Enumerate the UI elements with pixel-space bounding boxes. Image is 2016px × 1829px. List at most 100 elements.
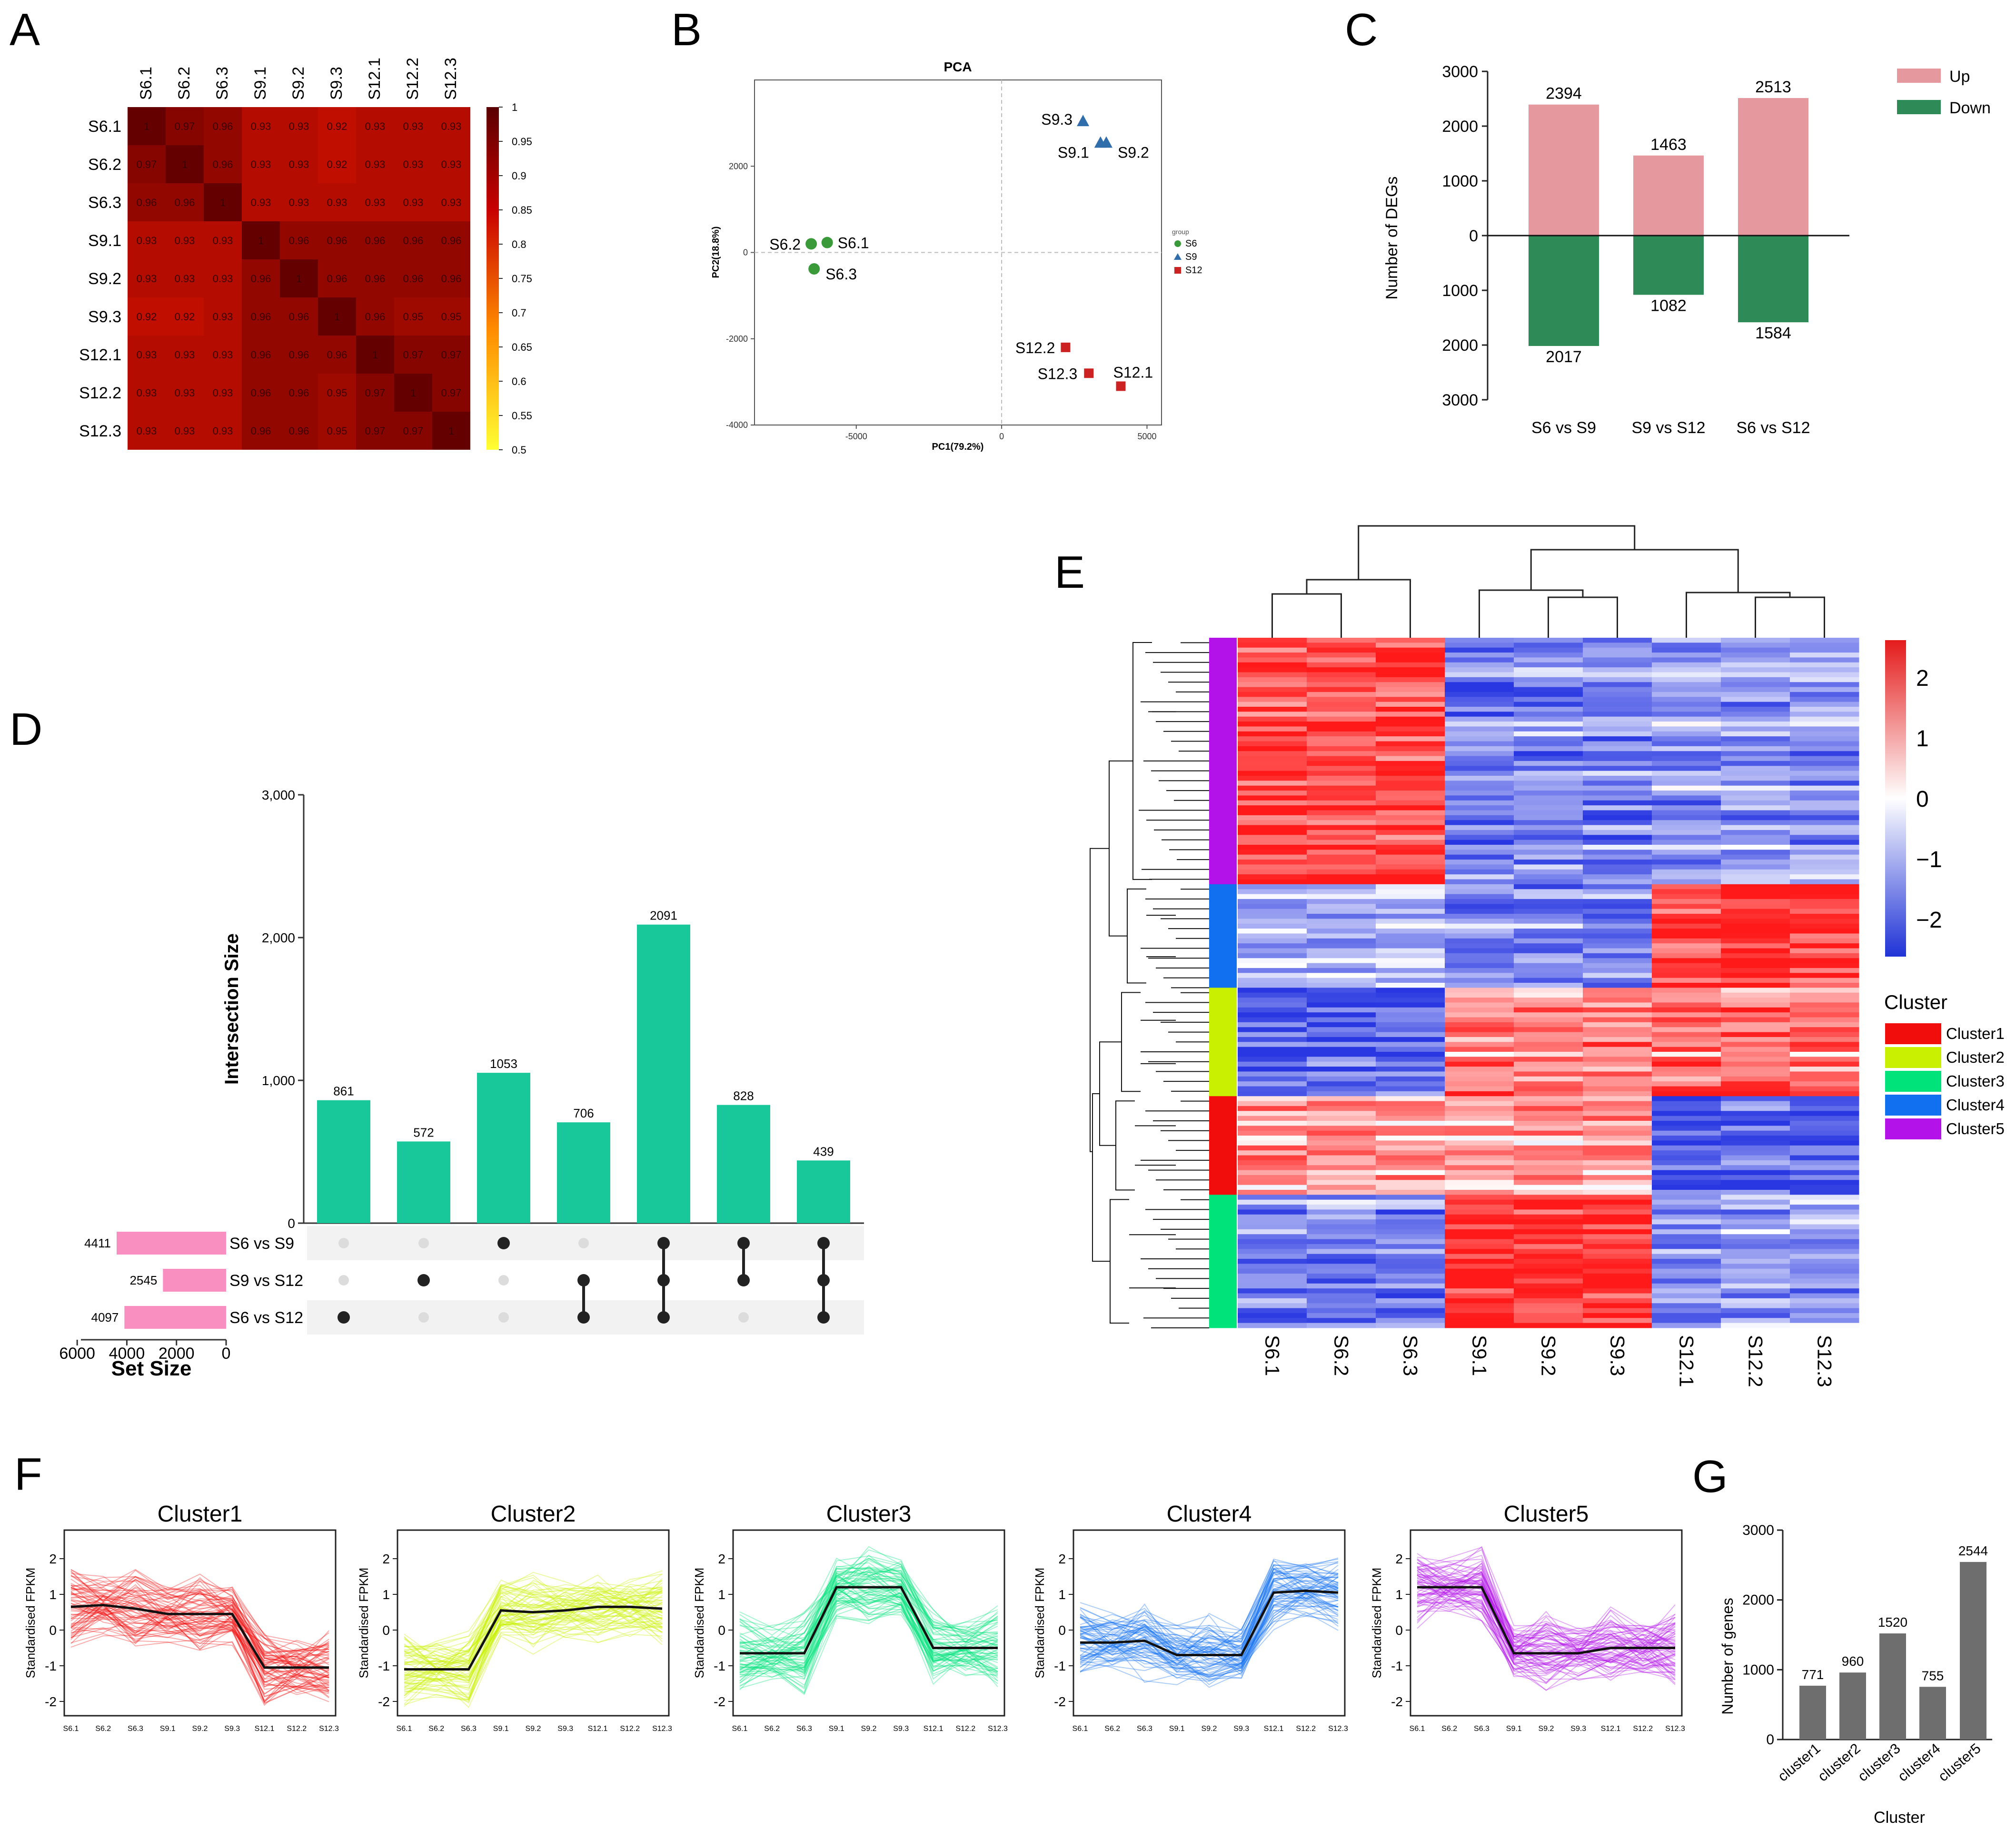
b-point-label: S6.1 (838, 235, 869, 252)
e-heatmap-cell (1790, 884, 1859, 890)
e-heatmap-cell (1238, 722, 1307, 727)
e-heatmap-cell (1721, 835, 1790, 840)
e-heatmap-cell (1238, 983, 1307, 988)
e-heatmap-cell (1652, 869, 1721, 875)
e-heatmap-cell (1583, 978, 1652, 983)
f-profile-line (1417, 1598, 1676, 1691)
a-cell-value: 0.96 (213, 120, 233, 132)
f-profile-line (1417, 1611, 1676, 1676)
e-heatmap-cell (1583, 1116, 1652, 1121)
e-heatmap-cell (1583, 1308, 1652, 1314)
e-heatmap-cell (1514, 795, 1583, 801)
e-heatmap-cell (1238, 712, 1307, 717)
f-x-tick: S9.1 (160, 1725, 176, 1733)
a-cell-value: 0.93 (289, 120, 309, 132)
e-heatmap-cell (1583, 795, 1652, 801)
e-heatmap-cell (1514, 1180, 1583, 1186)
e-heatmap-cell (1652, 1214, 1721, 1220)
a-cell (128, 145, 166, 183)
e-heatmap-cell (1238, 835, 1307, 840)
e-heatmap-cell (1238, 751, 1307, 757)
e-heatmap-cell (1238, 1116, 1307, 1121)
e-heatmap-cell (1514, 736, 1583, 741)
e-heatmap-cell (1376, 653, 1445, 658)
c-legend-swatch (1897, 100, 1941, 114)
e-heatmap-cell (1307, 874, 1376, 880)
d-matrix-background (307, 1226, 864, 1335)
f-profile-line (70, 1618, 329, 1683)
g-x-label: Cluster (1874, 1809, 1925, 1827)
d-set-size-bar (124, 1306, 226, 1329)
e-heatmap-cell (1307, 662, 1376, 668)
a-cell-value: 0.93 (213, 425, 233, 437)
f-y-tick: 0 (1395, 1623, 1403, 1638)
e-heatmap-cell (1307, 919, 1376, 924)
f-x-tick: S12.1 (1601, 1725, 1621, 1733)
f-profile-line (739, 1584, 998, 1678)
e-heatmap-cell (1583, 1229, 1652, 1235)
e-heatmap-cell (1307, 845, 1376, 850)
e-heatmap-cell (1376, 1244, 1445, 1249)
e-heatmap-cell (1514, 791, 1583, 796)
e-heatmap-cell (1238, 1126, 1307, 1131)
e-heatmap-cell (1376, 1160, 1445, 1166)
e-heatmap-cell (1307, 1086, 1376, 1092)
e-heatmap-cell (1376, 687, 1445, 692)
e-heatmap-cell (1307, 1165, 1376, 1171)
e-heatmap-cell (1445, 1160, 1514, 1166)
e-heatmap-cell (1238, 1022, 1307, 1028)
e-heatmap-cell (1652, 1229, 1721, 1235)
e-heatmap-cell (1307, 736, 1376, 741)
a-cell-value: 0.96 (327, 349, 348, 361)
f-profile-line (1080, 1603, 1339, 1669)
e-heatmap-cell (1445, 682, 1514, 688)
d-intersection-bars (317, 924, 850, 1223)
e-heatmap-cell (1514, 653, 1583, 658)
e-heatmap-cell (1445, 948, 1514, 954)
e-heatmap-cell (1721, 687, 1790, 692)
e-colorbar-tick: −1 (1916, 847, 1942, 872)
d-membership-dot-on (817, 1274, 830, 1286)
e-heatmap-cell (1721, 1027, 1790, 1033)
e-heatmap-cell (1514, 702, 1583, 707)
a-cell-value: 0.93 (137, 349, 157, 361)
e-heatmap-cell (1652, 1274, 1721, 1279)
e-heatmap-cell (1790, 647, 1859, 653)
e-heatmap-cell (1376, 1308, 1445, 1314)
f-profile-line (1080, 1561, 1339, 1646)
e-heatmap-cell (1514, 1313, 1583, 1318)
e-heatmap-cell (1652, 653, 1721, 658)
e-heatmap-cell (1721, 751, 1790, 757)
e-heatmap-cell (1652, 1293, 1721, 1299)
c-bar-up (1738, 98, 1808, 236)
e-heatmap-cell (1721, 746, 1790, 751)
e-heatmap-cell (1514, 1175, 1583, 1180)
e-heatmap-cell (1307, 825, 1376, 830)
d-membership-dot-off (498, 1275, 509, 1285)
e-heatmap-cell (1790, 1042, 1859, 1048)
f-x-tick: S6.3 (461, 1725, 477, 1733)
e-heatmap-cell (1721, 702, 1790, 707)
e-heatmap-cell (1445, 697, 1514, 702)
e-heatmap-cell (1307, 854, 1376, 860)
e-heatmap-cell (1721, 860, 1790, 865)
e-heatmap-cell (1790, 1111, 1859, 1117)
f-profile-line (1417, 1549, 1676, 1638)
f-profile-line (739, 1586, 998, 1681)
e-heatmap-cell (1445, 647, 1514, 653)
e-heatmap-cell (1376, 933, 1445, 939)
e-heatmap-cell (1583, 672, 1652, 678)
e-heatmap-cell (1307, 958, 1376, 964)
a-cell (166, 374, 204, 412)
e-cluster-bar-segment (1209, 638, 1237, 885)
e-heatmap-cell (1583, 1027, 1652, 1033)
e-heatmap-cell (1445, 914, 1514, 919)
f-profile-line (1080, 1585, 1339, 1670)
e-heatmap-cell (1721, 1318, 1790, 1324)
d-set-axis-tick: 6000 (59, 1345, 95, 1363)
f-profile-line (1417, 1562, 1676, 1652)
f-profile-line (1417, 1591, 1676, 1674)
e-heatmap-cell (1514, 1268, 1583, 1274)
e-heatmap-cell (1790, 1126, 1859, 1131)
e-heatmap-cell (1721, 1205, 1790, 1210)
